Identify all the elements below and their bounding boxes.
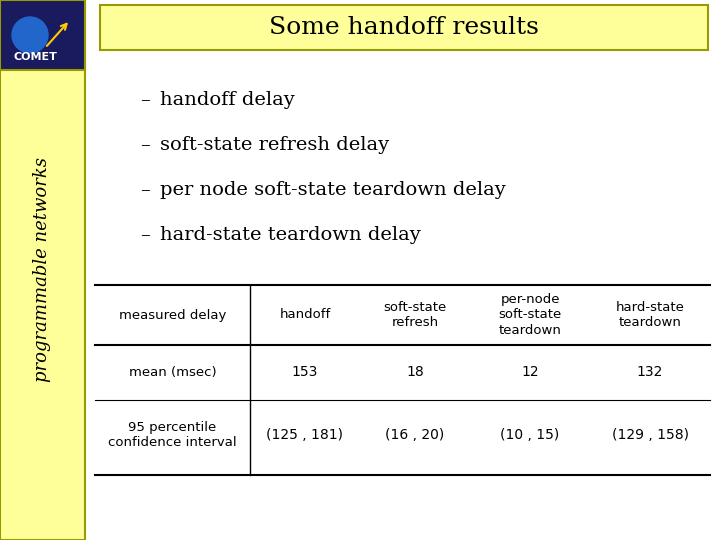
- Text: (16 , 20): (16 , 20): [385, 428, 445, 442]
- FancyBboxPatch shape: [0, 0, 85, 540]
- Text: measured delay: measured delay: [119, 308, 226, 321]
- Text: 95 percentile
confidence interval: 95 percentile confidence interval: [108, 421, 237, 449]
- Text: soft-state refresh delay: soft-state refresh delay: [160, 136, 389, 154]
- Text: per-node
soft-state
teardown: per-node soft-state teardown: [498, 294, 562, 336]
- Text: mean (msec): mean (msec): [129, 366, 216, 379]
- Text: 18: 18: [406, 366, 424, 380]
- Text: –: –: [140, 136, 150, 154]
- Text: –: –: [140, 226, 150, 244]
- FancyBboxPatch shape: [100, 5, 708, 50]
- Text: –: –: [140, 181, 150, 199]
- Text: 153: 153: [292, 366, 318, 380]
- Text: hard-state
teardown: hard-state teardown: [616, 301, 685, 329]
- Text: handoff delay: handoff delay: [160, 91, 294, 109]
- Text: per node soft-state teardown delay: per node soft-state teardown delay: [160, 181, 505, 199]
- Text: Some handoff results: Some handoff results: [269, 16, 539, 38]
- Text: –: –: [140, 91, 150, 109]
- Text: soft-state
refresh: soft-state refresh: [383, 301, 446, 329]
- Text: (129 , 158): (129 , 158): [611, 428, 688, 442]
- Text: 132: 132: [636, 366, 663, 380]
- Text: (10 , 15): (10 , 15): [500, 428, 559, 442]
- Text: 12: 12: [521, 366, 539, 380]
- Text: programmable networks: programmable networks: [33, 158, 51, 382]
- Text: handoff: handoff: [279, 308, 330, 321]
- Text: hard-state teardown delay: hard-state teardown delay: [160, 226, 420, 244]
- FancyBboxPatch shape: [0, 0, 85, 70]
- Circle shape: [12, 17, 48, 53]
- Text: COMET: COMET: [14, 52, 58, 62]
- Text: (125 , 181): (125 , 181): [266, 428, 343, 442]
